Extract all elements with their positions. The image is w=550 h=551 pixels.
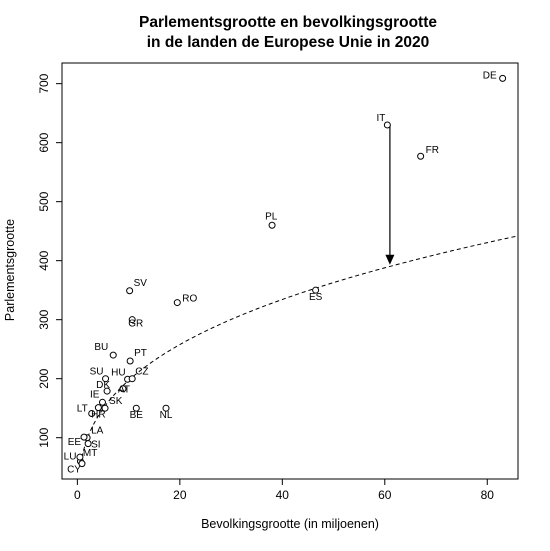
x-tick-label: 60 xyxy=(378,488,392,502)
point-label-lt: LT xyxy=(77,404,88,415)
data-point-it xyxy=(383,121,391,129)
y-tick-label: 300 xyxy=(37,309,51,329)
data-point-be xyxy=(132,404,140,412)
x-tick-label: 40 xyxy=(276,488,290,502)
point-label-it: IT xyxy=(376,113,385,124)
x-axis: 0 20 40 60 80 xyxy=(74,478,495,502)
y-tick-label: 700 xyxy=(37,73,51,93)
data-point-gr xyxy=(128,316,136,324)
point-label-nl: NL xyxy=(160,410,173,421)
point-label-be: BE xyxy=(130,410,144,421)
point-label-fr: FR xyxy=(426,145,439,156)
y-axis: 100 200 300 400 500 600 700 xyxy=(37,73,63,448)
point-label-su: SU xyxy=(90,367,104,378)
point-label-cy: CY xyxy=(67,465,81,476)
point-label-ee: EE xyxy=(68,437,82,448)
point-label-lu: LU xyxy=(64,451,77,462)
x-tick-label: 0 xyxy=(74,488,81,502)
y-tick-label: 200 xyxy=(37,368,51,388)
data-point-cy xyxy=(78,460,86,468)
y-axis-label: Parlementsgrootte xyxy=(3,219,17,321)
point-label-sv: SV xyxy=(134,278,148,289)
x-tick-label: 20 xyxy=(173,488,187,502)
point-label-sk: SK xyxy=(109,396,123,407)
data-point-lt xyxy=(88,410,96,418)
y-tick-label: 600 xyxy=(37,132,51,152)
point-label-si: SI xyxy=(91,440,100,451)
point-label-de: DE xyxy=(483,70,497,81)
data-point-sk xyxy=(101,404,109,412)
data-point-ee xyxy=(80,433,88,441)
data-point-nl xyxy=(162,404,170,412)
trend-curve xyxy=(79,235,519,465)
point-label-hu: HU xyxy=(111,367,125,378)
point-label-ie: IE xyxy=(90,389,100,400)
data-point-si xyxy=(84,440,92,448)
point-label-gr: GR xyxy=(128,319,143,330)
data-point-pl xyxy=(268,221,276,229)
y-tick-label: 100 xyxy=(37,427,51,447)
data-point-su xyxy=(102,375,110,383)
y-tick-label: 400 xyxy=(37,250,51,270)
point-label-cz: CZ xyxy=(135,367,148,378)
point-label-mt: MT xyxy=(83,448,97,459)
x-tick-label: 80 xyxy=(481,488,495,502)
y-tick-label: 500 xyxy=(37,191,51,211)
x-axis-label: Bevolkingsgrootte (in miljoenen) xyxy=(201,517,379,531)
data-point-mt xyxy=(76,453,84,461)
data-point-dk xyxy=(103,387,111,395)
data-point-sv xyxy=(126,287,134,295)
data-point-ro xyxy=(173,299,181,307)
data-point-fr xyxy=(417,152,425,160)
chart-title-line-2: in de landen de Europese Unie in 2020 xyxy=(147,34,430,51)
annotations xyxy=(385,124,395,265)
point-label-hr: HR xyxy=(91,410,105,421)
data-point-at xyxy=(119,385,127,393)
point-label-pl: PL xyxy=(265,211,278,222)
point-label-pt: PT xyxy=(134,348,147,359)
point-label-at: AT xyxy=(118,385,130,396)
data-point-es xyxy=(312,286,320,294)
point-label-es: ES xyxy=(309,292,323,303)
data-point-de xyxy=(499,74,507,82)
point-label-bu: BU xyxy=(94,342,108,353)
point-label-ro: RO xyxy=(182,294,197,305)
point-label-la: LA xyxy=(91,426,104,437)
arrow-head xyxy=(385,254,395,265)
data-point-hr xyxy=(94,404,102,412)
data-point-pt xyxy=(126,357,134,365)
point-label-dk: DK xyxy=(96,380,110,391)
data-point-ie xyxy=(98,398,106,406)
chart-title-line-1: Parlementsgrootte en bevolkingsgrootte xyxy=(139,14,437,31)
data-point-bu xyxy=(109,351,117,359)
data-point-cz xyxy=(128,375,136,383)
